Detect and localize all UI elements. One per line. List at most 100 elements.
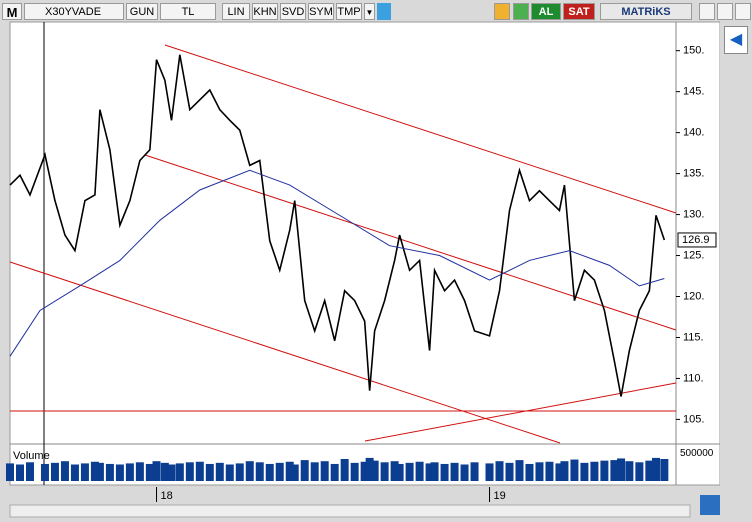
- toolbar-button[interactable]: TMP: [336, 3, 362, 20]
- volume-bar: [245, 461, 254, 481]
- volume-bar: [195, 461, 204, 481]
- volume-bar: [525, 463, 534, 481]
- toolbar-button[interactable]: SVD: [280, 3, 306, 20]
- dropdown-arrow[interactable]: ▼: [364, 3, 375, 20]
- chart: 105. 110. 115. 120. 125. 130. 135. 140. 145. 150.…: [6, 21, 720, 518]
- volume-bar: [350, 462, 359, 481]
- volume-bar: [380, 462, 389, 481]
- buy-button[interactable]: AL: [531, 3, 561, 20]
- volume-bar: [90, 461, 99, 481]
- volume-bar: [25, 462, 34, 481]
- volume-bar: [105, 463, 114, 481]
- toolbar-button[interactable]: KHN: [252, 3, 278, 20]
- volume-bar: [80, 463, 89, 481]
- volume-bar: [505, 462, 514, 481]
- x-tick-label: 19: [494, 490, 506, 502]
- volume-bar: [600, 460, 609, 481]
- logo[interactable]: M: [2, 3, 22, 20]
- x-tick-label: 18: [161, 490, 173, 502]
- volume-bar: [430, 462, 439, 481]
- trend-lines: [9, 44, 677, 444]
- volume-bar: [610, 460, 619, 481]
- currency-button[interactable]: TL: [160, 3, 216, 20]
- volume-bar: [645, 460, 654, 481]
- volume-bar: [635, 462, 644, 481]
- volume-bar: [70, 464, 79, 481]
- volume-bar: [50, 462, 59, 481]
- volume-bar: [405, 462, 414, 481]
- sell-button[interactable]: SAT: [563, 3, 595, 20]
- volume-bar: [555, 463, 564, 481]
- volume-bar: [125, 463, 134, 481]
- volume-bar: [590, 461, 599, 481]
- volume-bar: [285, 461, 294, 481]
- last-value-box: [677, 232, 717, 248]
- volume-bar: [6, 463, 14, 481]
- volume-bar: [135, 462, 144, 481]
- twitter-icon[interactable]: [377, 3, 391, 20]
- period-button[interactable]: GUN: [126, 3, 158, 20]
- y-tick-label: 145.: [683, 86, 704, 98]
- window-button[interactable]: [717, 3, 733, 20]
- volume-bar: [450, 462, 459, 481]
- volume-bar: [470, 462, 479, 481]
- volume-bar: [95, 462, 104, 481]
- volume-bar: [60, 461, 69, 481]
- volume-bar: [330, 463, 339, 481]
- volume-bar: [167, 464, 176, 481]
- volume-bar: [40, 463, 49, 481]
- scrollbar[interactable]: [9, 504, 691, 518]
- y-tick-label: 130.: [683, 208, 704, 220]
- volume-bar: [235, 463, 244, 481]
- last-value-label: 126.9: [682, 234, 710, 246]
- icon[interactable]: [494, 3, 510, 20]
- volume-bar: [415, 461, 424, 481]
- volume-bar: [175, 463, 184, 481]
- volume-bar: [460, 464, 469, 481]
- volume-bar: [205, 463, 214, 481]
- volume-bar: [625, 461, 634, 481]
- volume-bar: [265, 463, 274, 481]
- volume-tick-label: 500000: [680, 448, 714, 459]
- y-tick-label: 120.: [683, 290, 704, 302]
- volume-bar: [115, 464, 124, 481]
- volume-bar: [395, 463, 404, 481]
- volume-bar: [300, 460, 309, 481]
- volume-bar: [185, 462, 194, 481]
- volume-bar: [440, 463, 449, 481]
- side-arrow[interactable]: ◀: [724, 26, 748, 54]
- volume-bar: [145, 463, 154, 481]
- volume-bar: [580, 462, 589, 481]
- volume-bar: [370, 460, 379, 481]
- brand: MATRiKS: [600, 3, 692, 20]
- volume-bar: [535, 462, 544, 481]
- volume-bar: [290, 464, 299, 481]
- volume-bar: [495, 461, 504, 481]
- symbol-select[interactable]: X30YVADE: [24, 3, 124, 20]
- chart-frame: [9, 21, 720, 486]
- volume-bar: [310, 462, 319, 481]
- icon[interactable]: [513, 3, 529, 20]
- y-tick-label: 105.: [683, 413, 704, 425]
- price-line: [9, 54, 666, 397]
- volume-bar: [160, 462, 169, 481]
- toolbar-button[interactable]: SYM: [308, 3, 334, 20]
- volume-bar: [652, 457, 661, 481]
- volume-bar: [275, 462, 284, 481]
- window-button[interactable]: [699, 3, 715, 20]
- volume-bar: [15, 464, 24, 481]
- volume-bar: [485, 463, 494, 481]
- refresh-button[interactable]: [700, 495, 720, 515]
- volume-bar: [660, 459, 669, 481]
- volume-bar: [425, 463, 434, 481]
- y-tick-label: 115.: [683, 331, 704, 343]
- window-button[interactable]: [735, 3, 751, 20]
- volume-bar: [560, 461, 569, 481]
- toolbar-button[interactable]: LIN: [222, 3, 250, 20]
- volume-bar: [225, 464, 234, 481]
- volume-bar: [215, 462, 224, 481]
- volume-bar: [152, 461, 161, 481]
- y-tick-label: 140.: [683, 127, 704, 139]
- volume-bar: [515, 460, 524, 481]
